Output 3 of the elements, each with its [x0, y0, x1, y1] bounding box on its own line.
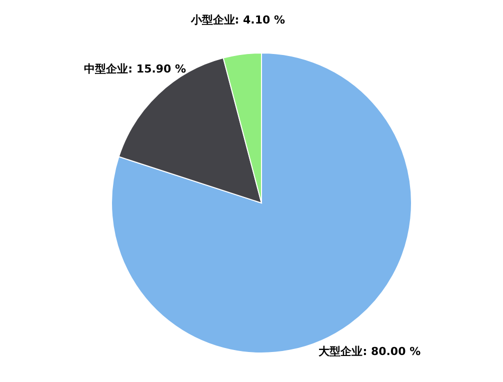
slice-label: 小型企业: 4.10 %	[190, 14, 285, 27]
slice-label: 大型企业: 80.00 %	[318, 344, 421, 358]
slice-label: 中型企业: 15.90 %	[84, 62, 186, 76]
